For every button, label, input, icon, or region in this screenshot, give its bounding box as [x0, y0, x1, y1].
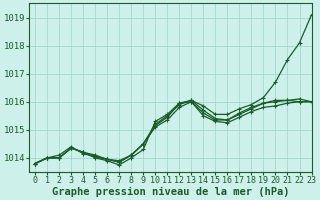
- X-axis label: Graphe pression niveau de la mer (hPa): Graphe pression niveau de la mer (hPa): [52, 186, 289, 197]
